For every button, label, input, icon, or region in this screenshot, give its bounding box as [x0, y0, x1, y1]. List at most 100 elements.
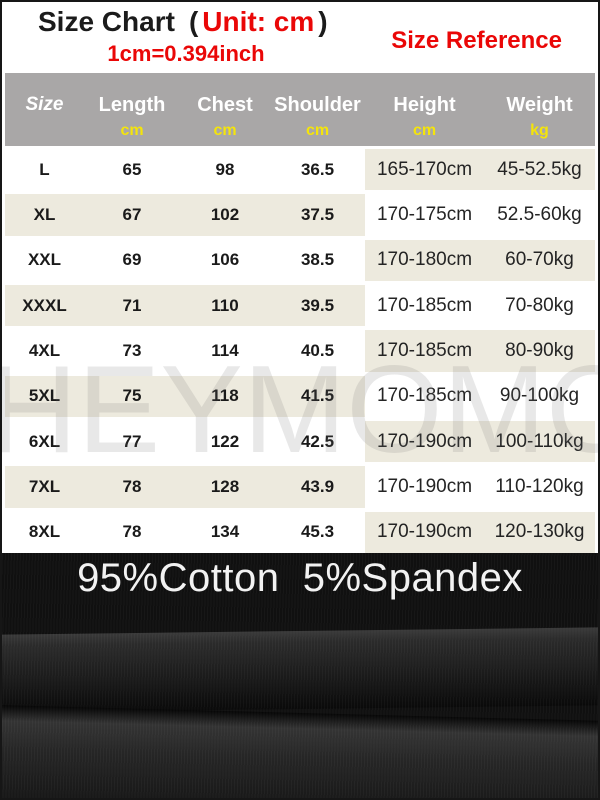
row-measurements: 7XL 78 128 43.9 [5, 466, 365, 508]
paren-close: ) [318, 6, 328, 37]
table-row: XXL 69 106 38.5 170-180cm 60-70kg [5, 239, 595, 281]
fabric-texture [2, 553, 598, 798]
cell-weight: 45-52.5kg [497, 158, 582, 180]
cell-length: 75 [122, 386, 142, 406]
cell-height: 170-185cm [376, 385, 473, 407]
cell-shoulder: 41.5 [300, 386, 335, 406]
row-measurements: 6XL 77 122 42.5 [5, 420, 365, 463]
cell-length: 71 [122, 295, 142, 315]
cell-weight: 120-130kg [494, 521, 585, 543]
table-row: 7XL 78 128 43.9 170-190cm 110-120kg [5, 466, 595, 508]
row-measurements: XL 67 102 37.5 [5, 194, 365, 236]
cell-size: 6XL [28, 431, 61, 451]
cell-length: 69 [122, 250, 142, 270]
cell-size: 7XL [28, 476, 61, 496]
row-measurements: XXL 69 106 38.5 [5, 239, 365, 281]
cell-chest: 118 [211, 386, 239, 406]
cell-weight: 52.5-60kg [497, 203, 582, 225]
cell-length: 65 [122, 159, 142, 179]
cell-weight: 80-90kg [505, 339, 574, 361]
conversion-note: 1cm=0.394inch [107, 41, 265, 66]
cell-length: 73 [122, 340, 142, 360]
column-header-height: Height [393, 94, 456, 116]
cell-size: 8XL [28, 522, 61, 542]
cell-shoulder: 37.5 [300, 204, 335, 224]
cell-chest: 98 [215, 159, 235, 179]
cell-height: 170-175cm [376, 203, 473, 225]
cell-weight: 70-80kg [505, 294, 574, 316]
cell-weight: 90-100kg [499, 385, 580, 407]
cell-height: 170-190cm [376, 475, 473, 497]
title-area: Size Chart (Unit: cm) 1cm=0.394inch Size … [2, 2, 598, 72]
cell-height: 170-180cm [376, 249, 473, 271]
table-row: 5XL 75 118 41.5 170-185cm 90-100kg [5, 375, 595, 417]
unit-length: cm [120, 122, 144, 139]
cell-chest: 106 [210, 250, 240, 270]
row-reference: 170-190cm 100-110kg [365, 420, 595, 463]
row-reference: 170-185cm 90-100kg [365, 375, 595, 417]
row-measurements: 4XL 73 114 40.5 [5, 330, 365, 372]
cell-weight: 110-120kg [495, 475, 584, 497]
cell-length: 67 [122, 204, 142, 224]
row-reference: 170-185cm 80-90kg [365, 330, 595, 372]
cell-shoulder: 43.9 [300, 476, 335, 496]
unit-height: cm [412, 122, 437, 139]
cell-height: 165-170cm [376, 158, 473, 180]
table-row: XXXL 71 110 39.5 170-185cm 70-80kg [5, 284, 595, 327]
cell-shoulder: 40.5 [300, 340, 335, 360]
cell-shoulder: 38.5 [300, 250, 335, 270]
title-main: Size Chart [38, 6, 175, 37]
cell-shoulder: 45.3 [300, 522, 335, 542]
row-measurements: 8XL 78 134 45.3 [5, 511, 365, 553]
fabric-photo: 95%Cotton 5%Spandex [2, 553, 598, 798]
cell-chest: 134 [210, 522, 240, 542]
table-body: L 65 98 36.5 165-170cm 45-52.5kg XL 67 1… [5, 146, 595, 553]
column-header-weight: Weight [506, 94, 573, 116]
row-reference: 170-190cm 110-120kg [365, 466, 595, 508]
table-header: Size Length Chest Shoulder Height Weight… [5, 73, 595, 146]
cell-length: 77 [122, 431, 142, 451]
size-reference-label: Size Reference [391, 27, 562, 54]
row-reference: 170-190cm 120-130kg [365, 511, 595, 553]
cell-size: XXXL [22, 295, 67, 315]
cell-size: 4XL [28, 340, 61, 360]
column-header-length: Length [98, 94, 166, 116]
row-reference: 170-180cm 60-70kg [365, 239, 595, 281]
cell-chest: 122 [210, 431, 240, 451]
unit-label: Unit: cm [202, 6, 315, 37]
cell-size: L [39, 159, 50, 179]
table-row: 4XL 73 114 40.5 170-185cm 80-90kg [5, 330, 595, 372]
unit-shoulder: cm [305, 122, 330, 139]
paren-open: ( [188, 6, 199, 37]
cell-chest: 128 [210, 476, 240, 496]
column-header-size: Size [25, 93, 64, 115]
cell-chest: 114 [211, 340, 239, 360]
cell-height: 170-190cm [376, 430, 473, 452]
unit-chest: cm [213, 122, 237, 139]
cell-shoulder: 36.5 [300, 159, 335, 179]
cell-size: XL [33, 204, 56, 224]
page-title: Size Chart (Unit: cm) [38, 6, 332, 38]
cell-weight: 100-110kg [495, 430, 584, 452]
row-measurements: XXXL 71 110 39.5 [5, 284, 365, 327]
cell-height: 170-185cm [376, 339, 473, 361]
cell-chest: 110 [211, 295, 239, 315]
row-reference: 165-170cm 45-52.5kg [365, 149, 595, 191]
table-row: 8XL 78 134 45.3 170-190cm 120-130kg [5, 511, 595, 553]
column-header-shoulder: Shoulder [274, 94, 361, 116]
row-reference: 170-185cm 70-80kg [365, 284, 595, 327]
unit-weight: kg [530, 122, 549, 139]
cell-size: 5XL [28, 386, 61, 406]
cell-length: 78 [122, 522, 142, 542]
cell-length: 78 [122, 476, 142, 496]
column-header-chest: Chest [197, 94, 253, 116]
table-row: XL 67 102 37.5 170-175cm 52.5-60kg [5, 194, 595, 236]
row-reference: 170-175cm 52.5-60kg [365, 194, 595, 236]
cell-shoulder: 39.5 [300, 295, 335, 315]
cell-weight: 60-70kg [505, 249, 574, 271]
cell-shoulder: 42.5 [300, 431, 335, 451]
table-row: 6XL 77 122 42.5 170-190cm 100-110kg [5, 420, 595, 463]
cell-size: XXL [27, 250, 62, 270]
cell-height: 170-190cm [376, 521, 473, 543]
